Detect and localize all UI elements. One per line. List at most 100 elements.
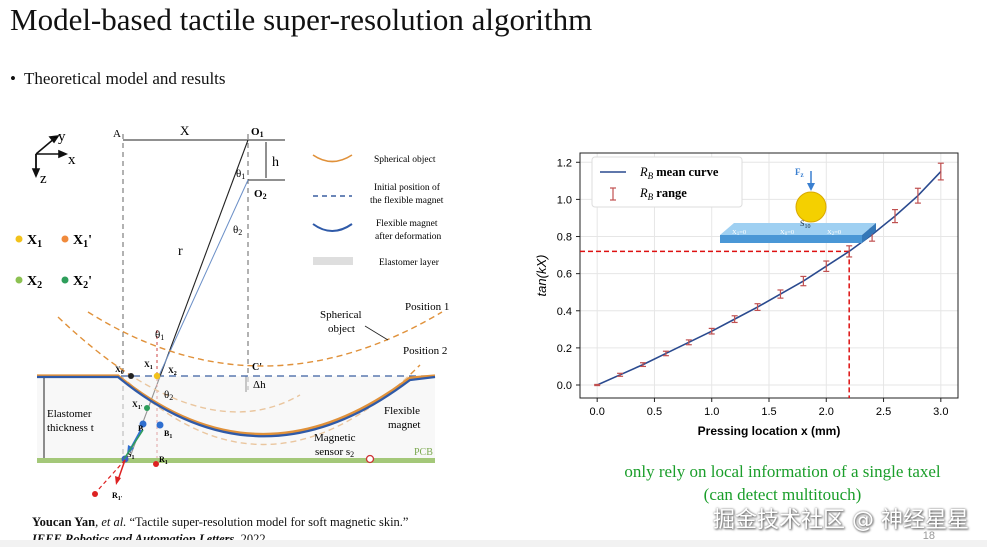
legend-mean-label: RB mean curve [639, 165, 719, 181]
legend-flexible-symbol [312, 223, 353, 232]
x-tick-label: 0.5 [647, 406, 662, 418]
y-tick-label: 0.6 [557, 269, 572, 281]
legend-x2-prime: X2' [73, 274, 92, 291]
note-line-1: only rely on local information of a sing… [624, 462, 941, 481]
chart-series [596, 171, 942, 386]
point-legend: X1 X1' X2 X2' [15, 233, 92, 291]
legend-x2-dot [15, 276, 23, 284]
label-pcb: PCB [414, 447, 433, 458]
legend-flexible-text-2: after deformation [375, 231, 441, 242]
y-tick-label: 1.0 [557, 194, 572, 206]
legend-x2: X2 [27, 274, 42, 291]
label-B1: B1 [164, 429, 172, 440]
label-O2: O2 [254, 188, 267, 201]
tan-kx-chart: 0.0 0.5 1.0 1.5 2.0 2.5 3.0 0.0 0.2 0.4 0.6 0.8 1.0 1… [534, 152, 959, 438]
label-magnetic-1: Magnetic [314, 432, 356, 444]
label-theta2-low: θ2 [164, 389, 173, 402]
sensor-plate-top [720, 223, 876, 235]
sphere-arc-upper [87, 311, 443, 367]
chart-xlabel: Pressing location x (mm) [698, 424, 841, 438]
bullet-item: • Theoretical model and results [10, 69, 226, 89]
point-x1 [153, 372, 161, 380]
legend-spherical-text: Spherical object [374, 155, 436, 165]
sensor-plate-front [720, 235, 862, 243]
legend-elastomer-symbol [313, 257, 353, 265]
error-bar [846, 245, 853, 258]
legend-box [591, 156, 743, 208]
coordinate-axes-icon [31, 134, 69, 179]
highlight-lines [580, 250, 850, 398]
legend-flexible-text-1: Flexible magnet [376, 219, 438, 229]
y-tick-label: 1.2 [557, 157, 572, 169]
legend-initial-text-1: Initial position of [374, 182, 441, 193]
legend-range-label: RB range [639, 186, 687, 202]
label-r: r [178, 244, 183, 259]
force-label: Fz [795, 167, 804, 179]
label-spherical-2: object [328, 323, 355, 335]
y-tick-label: 0.0 [557, 380, 572, 392]
citation-etal: , et al. [95, 515, 127, 529]
sensor-s2-marker [365, 454, 375, 464]
label-X1: X1 [144, 360, 153, 371]
point-x1-prime [144, 405, 150, 411]
elastomer-layer [37, 376, 435, 460]
label-X0: X0 [115, 365, 124, 376]
error-bar [800, 275, 807, 287]
x-tick-label: 1.0 [704, 406, 719, 418]
sensor-plate-side [862, 223, 876, 243]
chart-legend: RB mean curve RB range [591, 156, 743, 208]
label-B: B [138, 424, 144, 433]
error-bar [754, 303, 761, 311]
force-arrow-head [807, 183, 815, 191]
label-X: X [180, 123, 190, 138]
y-tick-label: 0.2 [557, 343, 572, 355]
legend-x2p-dot [61, 276, 69, 284]
label-flexible-2: magnet [388, 419, 420, 431]
label-R1p: R1' [112, 491, 123, 502]
bullet-text: Theoretical model and results [23, 69, 226, 88]
label-elastomer-1: Elastomer [47, 408, 92, 420]
legend-x1-prime: X1' [73, 233, 92, 250]
page-number: 18 [922, 530, 935, 542]
label-magnetic-2: sensor s2 [315, 446, 354, 459]
point-R1-prime [92, 491, 98, 497]
label-O1: O1 [251, 126, 264, 139]
label-A: A [113, 128, 121, 140]
deformed-magnet-blue [37, 375, 436, 438]
label-X2: X2 [168, 366, 177, 377]
label-flexible-1: Flexible [384, 405, 420, 417]
x-tick-label: 0.0 [590, 406, 605, 418]
pcb-layer [37, 458, 435, 463]
label-theta1-top: θ1 [236, 168, 245, 181]
label-dh: Δh [253, 379, 266, 391]
error-bar [594, 383, 601, 387]
bottom-bar [0, 540, 987, 547]
label-elastomer-2: thickness t [47, 422, 94, 434]
watermark: 掘金技术社区 @ 神经星星 [713, 508, 969, 533]
legend-x1: X1 [27, 233, 42, 250]
bullet-dot-icon: • [10, 69, 16, 88]
sensor-label: S10 [800, 219, 810, 230]
point-x0 [128, 373, 134, 379]
point-R1 [153, 461, 159, 467]
point-B [139, 420, 147, 428]
inset-x0-label: X0=0 [780, 229, 794, 237]
sensor-inset: Fz S10 X1=0 X0=0 X2=0 [720, 167, 876, 243]
legend-elastomer-text: Elastomer layer [379, 258, 440, 268]
point-S1 [121, 455, 129, 463]
error-bar [777, 289, 784, 299]
legend-x1-dot [15, 235, 23, 243]
chart-ticks: 0.0 0.5 1.0 1.5 2.0 2.5 3.0 0.0 0.2 0.4 0.6 0.8 1.0 1… [557, 157, 949, 418]
mean-curve-line [596, 171, 942, 386]
label-C: C' [252, 362, 262, 373]
point-B1 [156, 421, 164, 429]
error-bar [617, 372, 624, 377]
x-tick-label: 2.5 [876, 406, 891, 418]
error-bar [937, 162, 944, 181]
label-h: h [272, 155, 279, 170]
chart-grid [580, 153, 958, 398]
axis-x-label: x [68, 152, 76, 168]
label-X1p: X1' [132, 400, 143, 411]
legend-range-swatch [610, 187, 616, 201]
axis-z-label: z [40, 171, 47, 187]
